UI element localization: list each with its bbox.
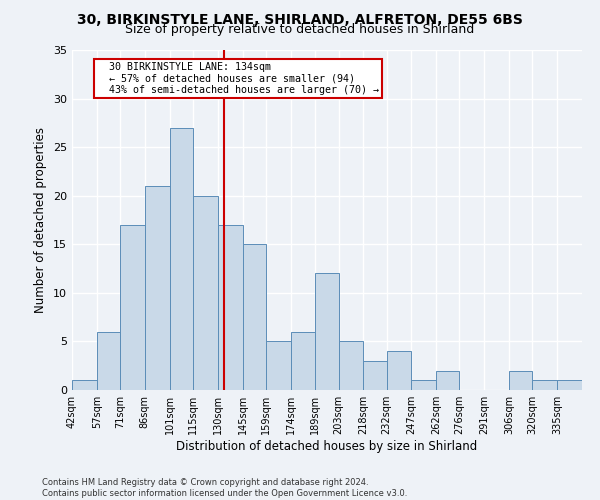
Bar — [412, 380, 436, 390]
Text: 30, BIRKINSTYLE LANE, SHIRLAND, ALFRETON, DE55 6BS: 30, BIRKINSTYLE LANE, SHIRLAND, ALFRETON… — [77, 12, 523, 26]
X-axis label: Distribution of detached houses by size in Shirland: Distribution of detached houses by size … — [176, 440, 478, 453]
Bar — [338, 342, 364, 390]
Bar — [290, 332, 316, 390]
Bar — [364, 361, 386, 390]
Bar — [145, 186, 170, 390]
Bar — [266, 342, 290, 390]
Text: Contains HM Land Registry data © Crown copyright and database right 2024.
Contai: Contains HM Land Registry data © Crown c… — [42, 478, 407, 498]
Text: Size of property relative to detached houses in Shirland: Size of property relative to detached ho… — [125, 22, 475, 36]
Bar — [97, 332, 120, 390]
Bar — [72, 380, 97, 390]
Bar — [242, 244, 266, 390]
Bar — [436, 370, 460, 390]
Bar — [193, 196, 218, 390]
Bar — [386, 351, 412, 390]
Bar — [170, 128, 193, 390]
Y-axis label: Number of detached properties: Number of detached properties — [34, 127, 47, 313]
Bar — [532, 380, 557, 390]
Bar — [557, 380, 582, 390]
Bar — [120, 225, 145, 390]
Text: 30 BIRKINSTYLE LANE: 134sqm
  ← 57% of detached houses are smaller (94)
  43% of: 30 BIRKINSTYLE LANE: 134sqm ← 57% of det… — [97, 62, 379, 95]
Bar — [509, 370, 532, 390]
Bar — [316, 274, 338, 390]
Bar — [218, 225, 242, 390]
